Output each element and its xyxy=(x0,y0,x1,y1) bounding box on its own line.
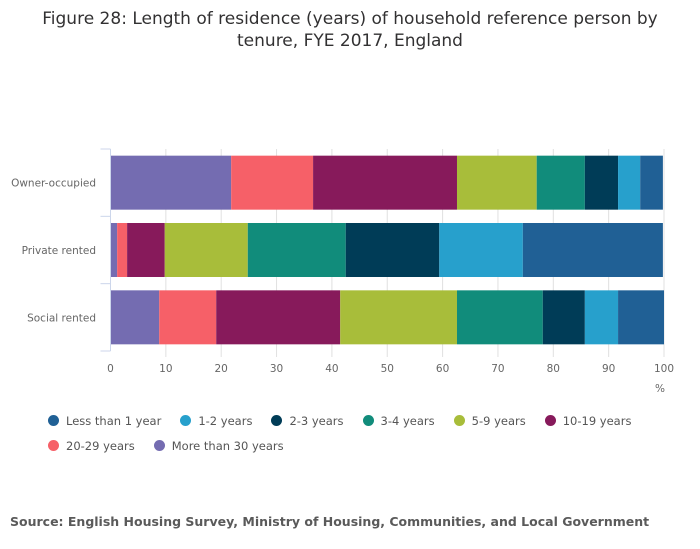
category-label: Social rented xyxy=(27,312,96,324)
bar-segment xyxy=(164,223,248,277)
bar-segment xyxy=(110,290,160,345)
bar-segment xyxy=(584,155,619,210)
legend-marker-icon xyxy=(48,415,59,426)
category-label: Owner-occupied xyxy=(11,178,96,190)
x-axis-label: % xyxy=(655,383,665,395)
bar-segment xyxy=(345,223,440,277)
x-tick-label: 90 xyxy=(602,363,615,375)
bar-segment xyxy=(340,290,457,345)
legend-label: 2-3 years xyxy=(289,413,344,428)
legend-marker-icon xyxy=(544,415,556,426)
legend-item[interactable]: 20-29 years xyxy=(48,433,135,458)
legend-label: 5-9 years xyxy=(471,413,526,428)
bar-segment xyxy=(127,223,165,277)
legend-label: More than 30 years xyxy=(171,438,284,453)
x-tick-label: 100 xyxy=(654,363,674,375)
bar-segment xyxy=(618,155,641,210)
x-tick-label: 60 xyxy=(436,363,449,375)
legend-marker-icon xyxy=(48,440,59,451)
y-axis: Owner-occupied Private rented Social rente… xyxy=(11,148,111,352)
x-tick-label: 70 xyxy=(491,363,504,375)
legend-marker-icon xyxy=(453,415,465,426)
x-tick-label: 20 xyxy=(215,363,228,375)
x-tick-label: 10 xyxy=(159,363,172,375)
x-tick-label: 80 xyxy=(547,363,560,375)
bar-segment xyxy=(231,155,314,210)
x-tick-label: 30 xyxy=(270,363,283,375)
legend-item[interactable]: More than 30 years xyxy=(153,433,284,458)
bar-segment xyxy=(456,290,543,345)
legend-item[interactable]: Less than 1 year xyxy=(48,408,161,433)
legend-label: 20-29 years xyxy=(66,438,135,453)
legend-label: 10-19 years xyxy=(562,413,632,428)
source-note: Source: English Housing Survey, Ministry… xyxy=(10,514,650,529)
x-tick-label: 0 xyxy=(107,363,114,375)
chart-title-line-2: tenure, FYE 2017, England xyxy=(237,31,463,51)
legend-marker-icon xyxy=(362,415,374,426)
legend-label: Less than 1 year xyxy=(66,413,162,428)
chart-title-line-1: Figure 28: Length of residence (years) o… xyxy=(42,9,658,29)
legend-label: 3-4 years xyxy=(380,413,435,428)
bar-segment xyxy=(247,223,346,277)
x-tick-label: 50 xyxy=(381,363,394,375)
bar-segment xyxy=(618,290,664,345)
bar-segment xyxy=(536,155,585,210)
bar-segment xyxy=(542,290,585,345)
legend-item[interactable]: 10-19 years xyxy=(544,408,632,433)
bar-segment xyxy=(439,223,523,277)
legend-marker-icon xyxy=(271,415,283,426)
category-label: Private rented xyxy=(22,245,96,257)
x-tick-label: 40 xyxy=(325,363,338,375)
legend-marker-icon xyxy=(180,415,192,426)
legend-item[interactable]: 2-3 years xyxy=(271,408,344,433)
legend: Less than 1 year 1-2 years 2-3 years 3-4 ye… xyxy=(48,408,668,458)
bar-segment xyxy=(522,223,663,277)
bar-segment xyxy=(456,155,537,210)
x-axis-ticks: 0 10 20 30 40 50 60 70 80 90 100 xyxy=(107,363,674,375)
legend-marker-icon xyxy=(153,440,165,451)
legend-label: 1-2 years xyxy=(198,413,253,428)
bar-segment xyxy=(110,223,118,277)
stacked-bar-chart: Owner-occupied Private rented Social rente… xyxy=(11,148,674,395)
bar-segment xyxy=(159,290,217,345)
chart-title: Figure 28: Length of residence (years) o… xyxy=(0,8,700,52)
legend-item[interactable]: 5-9 years xyxy=(453,408,526,433)
bar-segment xyxy=(640,155,663,210)
bar-segment xyxy=(110,155,232,210)
bar-segment xyxy=(313,155,457,210)
bar-segment xyxy=(117,223,128,277)
legend-item[interactable]: 1-2 years xyxy=(180,408,252,433)
bar-segment xyxy=(216,290,341,345)
bars xyxy=(110,155,664,345)
legend-item[interactable]: 3-4 years xyxy=(362,408,435,433)
bar-segment xyxy=(584,290,619,345)
